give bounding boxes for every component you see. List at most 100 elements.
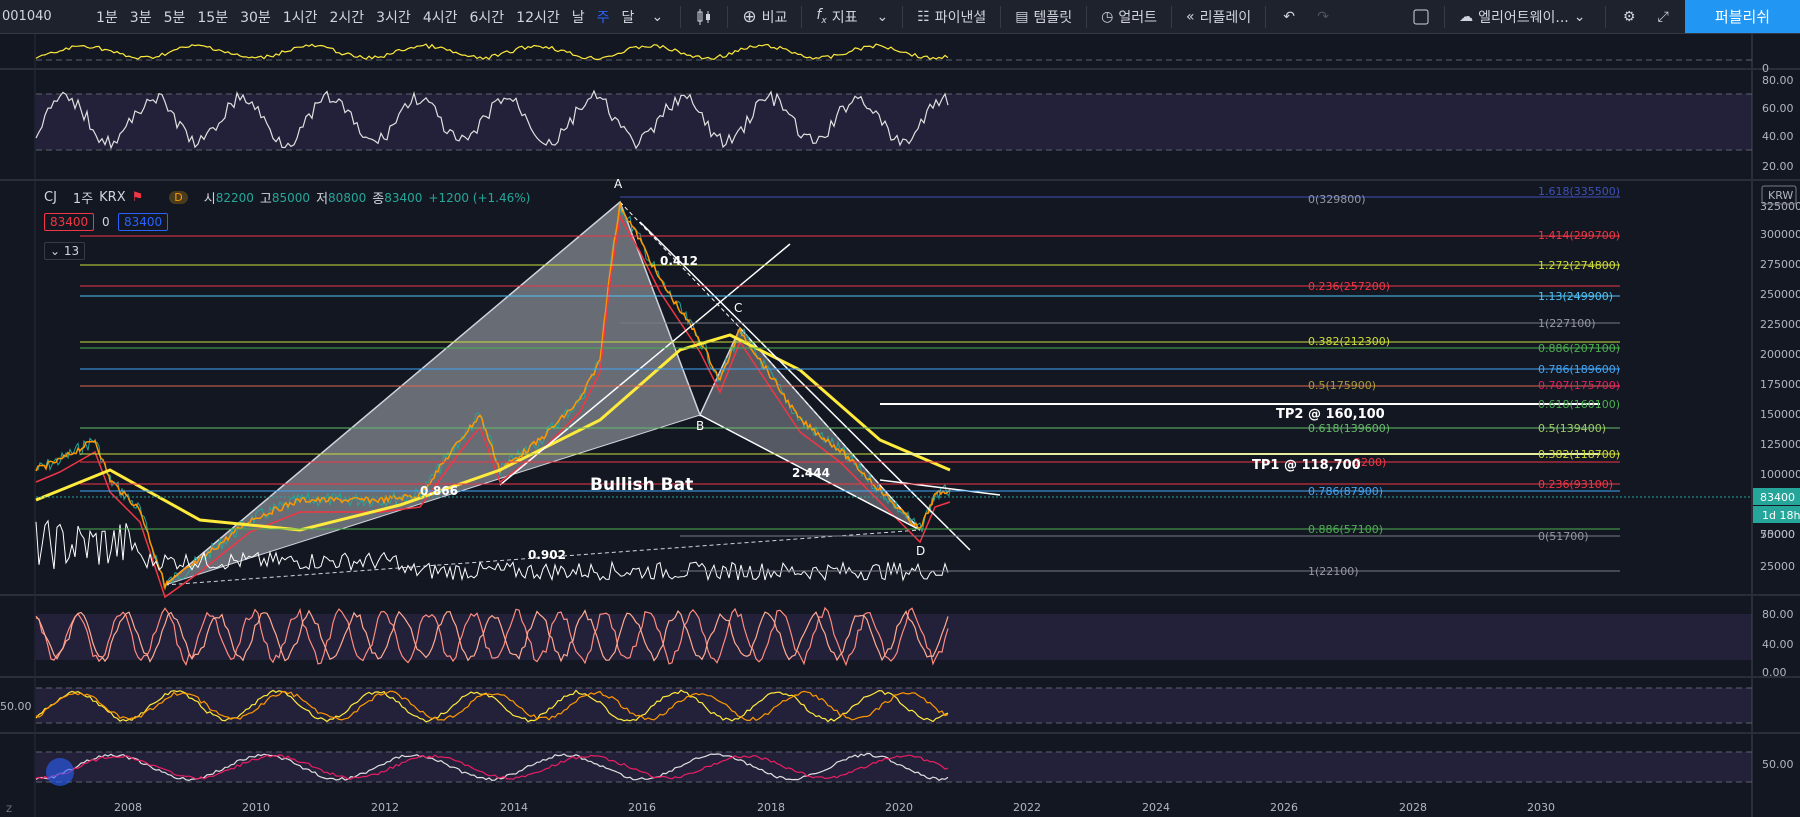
- fib-label: 1(227100): [1538, 317, 1596, 330]
- ratio-label: 0.902: [528, 548, 566, 562]
- high-value: 85000: [271, 190, 311, 205]
- financials-button[interactable]: ☷ 파이낸셜: [909, 0, 994, 33]
- divider: [1444, 5, 1446, 28]
- interval-4h[interactable]: 4시간: [422, 9, 458, 26]
- point-b-label: B: [696, 419, 704, 433]
- sell-price-box[interactable]: 83400: [44, 213, 95, 231]
- ma-mid-line: [35, 214, 951, 599]
- interval-month[interactable]: 달: [621, 9, 635, 26]
- stoch2-signal: [35, 690, 949, 722]
- macd-zero: 0: [1762, 62, 1769, 75]
- price-tick: 50000: [1760, 528, 1795, 541]
- year-tick: 2024: [1142, 801, 1170, 814]
- publish-button[interactable]: 퍼블리쉬: [1685, 0, 1800, 33]
- legend-exchange: KRX: [99, 190, 126, 205]
- pattern-title: Bullish Bat: [590, 475, 693, 495]
- interval-30m[interactable]: 30분: [240, 9, 271, 26]
- rewind-icon: «: [1186, 8, 1195, 25]
- price-tick: 325000: [1760, 200, 1800, 213]
- price-tick: 125000: [1760, 438, 1800, 451]
- layout-save-button[interactable]: ☁ 엘리어트웨이... ⌄: [1451, 0, 1599, 33]
- fx-icon: fx: [816, 7, 827, 26]
- rsi-tick: 80.00: [1762, 74, 1794, 87]
- stoch-tick: 0.00: [1762, 666, 1787, 679]
- buy-price-box[interactable]: 83400: [118, 213, 169, 231]
- interval-15m[interactable]: 15분: [197, 9, 229, 26]
- chevron-down-icon: ⌄: [876, 8, 889, 25]
- stoch2-line: [35, 689, 949, 723]
- rsi-tick: 60.00: [1762, 102, 1794, 115]
- close-value: 83400: [384, 190, 423, 205]
- stoch3-tick: 50.00: [1762, 758, 1794, 771]
- fib-label: 0.382(212300): [1308, 335, 1390, 348]
- tradingview-logo-icon[interactable]: [46, 758, 74, 786]
- interval-1m[interactable]: 1분: [96, 9, 118, 26]
- oscillator-bands: [36, 59, 1752, 783]
- rsi-tick: 20.00: [1762, 160, 1794, 173]
- currency-label: KRW: [1768, 189, 1793, 202]
- alert-button[interactable]: ◷ 얼러트: [1093, 0, 1165, 33]
- indicators-button[interactable]: fx 지표 ⌄: [808, 0, 896, 33]
- cloud-icon: ☁: [1459, 8, 1474, 25]
- current-price-tag: [1753, 488, 1800, 505]
- financials-label: 파이낸셜: [934, 9, 987, 26]
- fib-label: 1.13(249900): [1538, 290, 1613, 303]
- interval-6h[interactable]: 6시간: [469, 9, 505, 26]
- chevron-down-icon: ⌄: [50, 244, 61, 258]
- stoch3-signal: [35, 754, 949, 780]
- compare-button[interactable]: ⊕ 비교: [734, 0, 795, 33]
- year-tick: 2010: [242, 801, 270, 814]
- interval-3m[interactable]: 3분: [129, 9, 152, 26]
- interval-3h[interactable]: 3시간: [376, 9, 411, 26]
- interval-12h[interactable]: 12시간: [516, 9, 560, 26]
- interval-1h[interactable]: 1시간: [282, 9, 318, 26]
- candle-style-icon[interactable]: [687, 0, 721, 33]
- divider: [1086, 5, 1088, 28]
- bar-chart-icon: ☷: [917, 8, 930, 25]
- fib-label: 0.886(207100): [1538, 342, 1620, 355]
- replay-label: 리플레이: [1199, 9, 1252, 26]
- template-icon: ▤: [1015, 8, 1029, 25]
- current-price-value: 83400: [1760, 491, 1795, 504]
- layout-name: 엘리어트웨이...: [1478, 9, 1569, 26]
- undo-icon[interactable]: ↶: [1283, 8, 1295, 25]
- price-tick: 75000: [1760, 528, 1795, 541]
- chart-canvas[interactable]: 1.618(335500) 0(329800) 1.414(299700) 1.…: [0, 34, 1800, 817]
- alarm-clock-icon: ◷: [1101, 8, 1114, 25]
- fib-label: 2200): [1354, 456, 1386, 469]
- fib-labels: 1.618(335500) 0(329800) 1.414(299700) 1.…: [1308, 185, 1620, 578]
- interval-dropdown-icon[interactable]: ⌄: [651, 8, 664, 25]
- interval-day[interactable]: 날: [571, 9, 585, 26]
- flag-icon[interactable]: ⚑: [131, 190, 144, 205]
- year-tick: 2016: [628, 801, 656, 814]
- layout-square-icon[interactable]: [1404, 0, 1438, 33]
- fib-label: 0.618(160100): [1538, 398, 1620, 411]
- price-tick: 200000: [1760, 348, 1800, 361]
- fib-label: 0.5(175900): [1308, 379, 1376, 392]
- interval-2h[interactable]: 2시간: [329, 9, 365, 26]
- fib-label: 1(22100): [1308, 565, 1359, 578]
- interval-week[interactable]: 주: [596, 9, 610, 26]
- symbol-search[interactable]: 001040: [2, 9, 52, 24]
- countdown-value: 1d 18h: [1762, 509, 1800, 522]
- fullscreen-icon[interactable]: ⤢: [1657, 8, 1669, 25]
- interval-5m[interactable]: 5분: [163, 9, 186, 26]
- hidden-indicators-toggle[interactable]: ⌄ 13: [44, 242, 86, 260]
- year-tick: 2008: [114, 801, 142, 814]
- fib-label: 0(329800): [1308, 193, 1366, 206]
- legend-symbol[interactable]: CJ: [44, 190, 57, 205]
- open-label: 시: [203, 192, 216, 207]
- timezone-icon[interactable]: Z: [6, 805, 12, 815]
- replay-button[interactable]: « 리플레이: [1178, 0, 1259, 33]
- divider: [680, 5, 682, 28]
- spread-value: 0: [102, 215, 110, 229]
- gear-icon[interactable]: ⚙: [1622, 8, 1636, 25]
- redo-icon[interactable]: ↷: [1317, 8, 1329, 25]
- low-label: 저: [316, 192, 329, 207]
- currency-badge[interactable]: [1761, 185, 1797, 205]
- point-c-label: C: [734, 301, 742, 315]
- macd-line: [35, 43, 949, 61]
- templates-button[interactable]: ▤ 템플릿: [1007, 0, 1080, 33]
- oscillator-axes: 0 80.00 60.00 40.00 20.00 80.00 40.00 0.…: [0, 62, 1794, 771]
- legend-interval: 1주: [72, 192, 94, 207]
